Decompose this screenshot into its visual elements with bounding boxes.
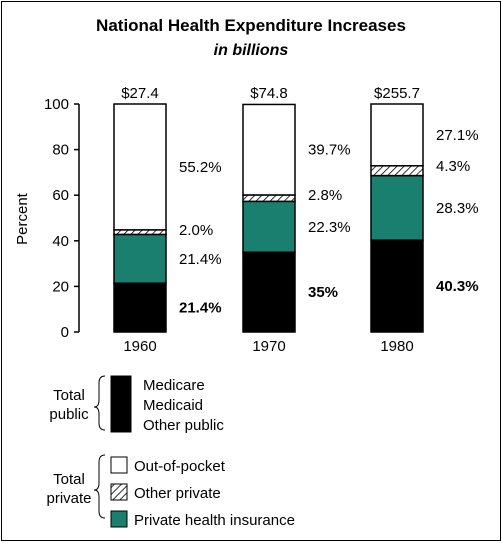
data-label: 21.4% <box>179 251 222 268</box>
y-tick-label: 0 <box>61 324 69 341</box>
y-tick-label: 60 <box>52 187 69 204</box>
bar-group-1980: 40.3% 28.3% 4.3% 27.1% $255.7 1980 <box>370 85 479 355</box>
bar-segment <box>242 194 296 203</box>
chart-subtitle: in billions <box>214 42 289 59</box>
bar-segment <box>113 233 167 284</box>
bar-segment <box>370 239 424 333</box>
legend-group-label: private <box>46 490 91 507</box>
data-label: 27.1% <box>436 127 479 144</box>
legend-swatch <box>110 483 128 501</box>
data-label: 55.2% <box>179 159 222 176</box>
y-axis: 0 20 40 60 80 100 <box>44 96 80 341</box>
data-label: 40.3% <box>436 278 479 295</box>
legend-item: Other private <box>134 485 221 502</box>
x-tick-label: 1960 <box>123 338 156 355</box>
y-axis-label: Percent <box>14 192 31 245</box>
data-label: 21.4% <box>179 300 222 317</box>
data-label: 35% <box>308 284 338 301</box>
y-tick-label: 80 <box>52 142 69 159</box>
legend-item: Other public <box>143 417 224 434</box>
legend-item: Out-of-pocket <box>134 458 226 475</box>
chart-title: National Health Expenditure Increases <box>96 16 406 35</box>
legend-swatch <box>110 456 128 474</box>
bar-segment <box>113 103 167 231</box>
data-label: 2.8% <box>308 187 342 204</box>
legend-item: Private health insurance <box>134 512 295 529</box>
legend-group-label: Total <box>53 471 85 488</box>
bar-segment <box>242 251 296 333</box>
bar-group-1970: 35% 22.3% 2.8% 39.7% $74.8 1970 <box>242 85 351 355</box>
bar-segment <box>370 165 424 177</box>
data-label: 22.3% <box>308 219 351 236</box>
bar-segment <box>113 282 167 333</box>
legend-item: Medicare <box>143 377 205 394</box>
bar-segment <box>242 103 296 196</box>
bars: 21.4% 21.4% 2.0% 55.2% $27.4 1960 35% 22.3% 2.8%… <box>113 85 479 355</box>
legend-group-label: public <box>49 406 89 423</box>
x-tick-label: 1970 <box>252 338 285 355</box>
bar-segment <box>242 200 296 253</box>
bar-total-label: $27.4 <box>121 85 159 102</box>
bar-total-label: $255.7 <box>374 85 420 102</box>
x-tick-label: 1980 <box>380 338 413 355</box>
data-label: 39.7% <box>308 142 351 159</box>
legend-brace <box>93 375 106 431</box>
legend: Total public Medicare Medicaid Other public T… <box>46 375 295 529</box>
data-label: 28.3% <box>436 200 479 217</box>
bar-group-1960: 21.4% 21.4% 2.0% 55.2% $27.4 1960 <box>113 85 222 355</box>
y-tick-label: 100 <box>44 96 69 113</box>
legend-item: Medicaid <box>143 397 203 414</box>
data-label: 4.3% <box>436 158 470 175</box>
y-tick-label: 20 <box>52 278 69 295</box>
legend-swatch <box>110 510 128 528</box>
data-label: 2.0% <box>179 222 213 239</box>
y-tick-label: 40 <box>52 233 69 250</box>
legend-group-label: Total <box>53 387 85 404</box>
legend-swatch-public <box>110 375 132 433</box>
bar-segment <box>370 103 424 167</box>
bar-total-label: $74.8 <box>250 85 288 102</box>
bar-segment <box>370 174 424 241</box>
legend-brace <box>93 454 106 519</box>
